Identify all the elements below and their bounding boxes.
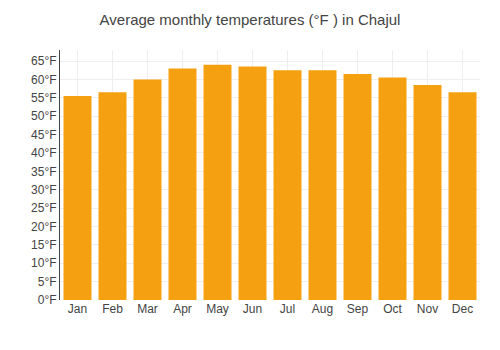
svg-text:Feb: Feb bbox=[102, 302, 123, 316]
svg-text:20°F: 20°F bbox=[31, 220, 56, 234]
svg-text:Apr: Apr bbox=[173, 302, 192, 316]
svg-text:May: May bbox=[206, 302, 229, 316]
svg-text:Average monthly temperatures (: Average monthly temperatures (°F ) in Ch… bbox=[100, 11, 401, 28]
svg-text:30°F: 30°F bbox=[31, 183, 56, 197]
svg-text:65°F: 65°F bbox=[31, 54, 56, 68]
svg-text:50°F: 50°F bbox=[31, 109, 56, 123]
svg-text:60°F: 60°F bbox=[31, 73, 56, 87]
svg-text:Nov: Nov bbox=[417, 302, 438, 316]
svg-text:Jan: Jan bbox=[68, 302, 87, 316]
svg-text:5°F: 5°F bbox=[38, 275, 57, 289]
svg-text:40°F: 40°F bbox=[31, 146, 56, 160]
svg-text:15°F: 15°F bbox=[31, 238, 56, 252]
svg-text:Aug: Aug bbox=[312, 302, 333, 316]
svg-text:Jul: Jul bbox=[280, 302, 295, 316]
svg-text:Mar: Mar bbox=[137, 302, 158, 316]
svg-text:Sep: Sep bbox=[347, 302, 369, 316]
svg-text:55°F: 55°F bbox=[31, 91, 56, 105]
svg-text:35°F: 35°F bbox=[31, 165, 56, 179]
svg-text:25°F: 25°F bbox=[31, 201, 56, 215]
svg-text:Dec: Dec bbox=[452, 302, 473, 316]
svg-text:45°F: 45°F bbox=[31, 128, 56, 142]
svg-text:10°F: 10°F bbox=[31, 256, 56, 270]
svg-text:Oct: Oct bbox=[383, 302, 402, 316]
svg-text:0°F: 0°F bbox=[38, 293, 57, 307]
svg-text:Jun: Jun bbox=[243, 302, 262, 316]
